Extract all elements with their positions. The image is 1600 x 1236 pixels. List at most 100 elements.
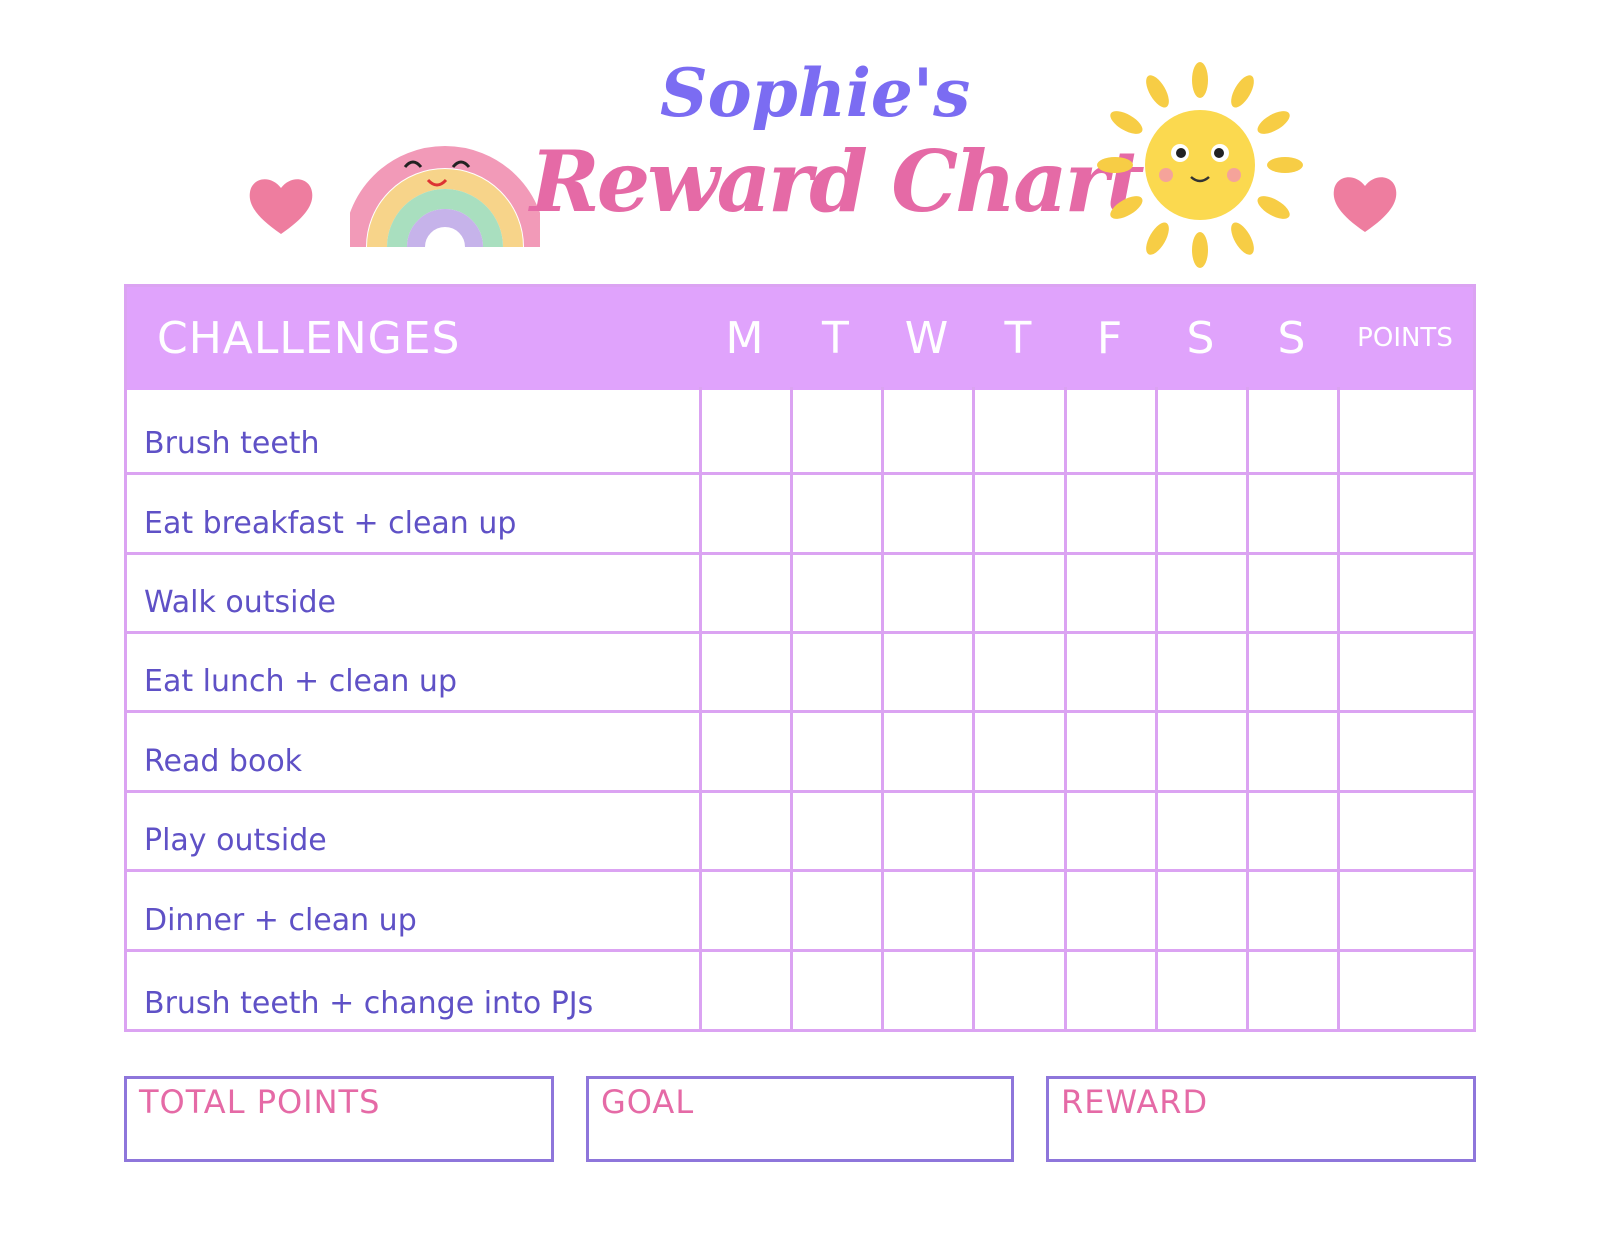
day-checkbox-cell[interactable] xyxy=(1067,872,1155,949)
grid-divider xyxy=(699,387,702,1029)
goal-box[interactable]: GOAL xyxy=(586,1076,1014,1162)
day-checkbox-cell[interactable] xyxy=(1249,387,1337,472)
day-checkbox-cell[interactable] xyxy=(884,475,972,552)
day-checkbox-cell[interactable] xyxy=(1158,475,1246,552)
day-checkbox-cell[interactable] xyxy=(793,387,881,472)
day-checkbox-cell[interactable] xyxy=(1249,872,1337,949)
day-checkbox-cell[interactable] xyxy=(975,634,1064,710)
day-checkbox-cell[interactable] xyxy=(702,555,790,631)
day-checkbox-cell[interactable] xyxy=(1249,713,1337,790)
challenge-label: Walk outside xyxy=(144,585,336,620)
day-checkbox-cell[interactable] xyxy=(793,555,881,631)
day-checkbox-cell[interactable] xyxy=(1249,475,1337,552)
day-checkbox-cell[interactable] xyxy=(793,793,881,869)
day-checkbox-cell[interactable] xyxy=(793,475,881,552)
day-checkbox-cell[interactable] xyxy=(793,634,881,710)
day-checkbox-cell[interactable] xyxy=(1158,387,1246,472)
day-checkbox-cell[interactable] xyxy=(884,793,972,869)
day-checkbox-cell[interactable] xyxy=(702,952,790,1032)
day-checkbox-cell[interactable] xyxy=(702,387,790,472)
day-checkbox-cell[interactable] xyxy=(1067,555,1155,631)
sun-icon xyxy=(1097,62,1303,268)
day-checkbox-cell[interactable] xyxy=(702,475,790,552)
day-checkbox-cell[interactable] xyxy=(1067,793,1155,869)
header-points: POINTS xyxy=(1357,323,1453,353)
day-checkbox-cell[interactable] xyxy=(793,952,881,1032)
day-checkbox-cell[interactable] xyxy=(1249,793,1337,869)
day-checkbox-cell[interactable] xyxy=(975,872,1064,949)
grid-divider xyxy=(1155,387,1158,1029)
header-day: S xyxy=(1277,313,1306,364)
day-checkbox-cell[interactable] xyxy=(1158,952,1246,1032)
day-checkbox-cell[interactable] xyxy=(702,634,790,710)
day-checkbox-cell[interactable] xyxy=(884,555,972,631)
points-cell[interactable] xyxy=(1340,713,1476,790)
day-checkbox-cell[interactable] xyxy=(1067,713,1155,790)
day-checkbox-cell[interactable] xyxy=(793,872,881,949)
points-cell[interactable] xyxy=(1340,555,1476,631)
header-challenges: CHALLENGES xyxy=(157,313,461,364)
challenge-label: Brush teeth xyxy=(144,426,320,461)
table-row: Brush teeth xyxy=(127,387,1473,472)
day-checkbox-cell[interactable] xyxy=(975,555,1064,631)
table-row: Dinner + clean up xyxy=(127,869,1473,949)
day-checkbox-cell[interactable] xyxy=(884,713,972,790)
day-checkbox-cell[interactable] xyxy=(1249,634,1337,710)
day-checkbox-cell[interactable] xyxy=(975,475,1064,552)
day-checkbox-cell[interactable] xyxy=(1158,793,1246,869)
day-checkbox-cell[interactable] xyxy=(1158,713,1246,790)
total-points-label: TOTAL POINTS xyxy=(139,1083,381,1121)
heart-icon xyxy=(1333,177,1397,232)
day-checkbox-cell[interactable] xyxy=(702,872,790,949)
day-checkbox-cell[interactable] xyxy=(1067,952,1155,1032)
day-checkbox-cell[interactable] xyxy=(884,872,972,949)
day-checkbox-cell[interactable] xyxy=(884,634,972,710)
day-checkbox-cell[interactable] xyxy=(975,713,1064,790)
chart-title: Reward Chart xyxy=(530,132,1145,231)
table-row: Play outside xyxy=(127,790,1473,869)
header-day: F xyxy=(1096,313,1123,364)
points-cell[interactable] xyxy=(1340,952,1476,1032)
reward-label: REWARD xyxy=(1061,1083,1209,1121)
chart-owner-name: Sophie's xyxy=(660,54,971,132)
day-checkbox-cell[interactable] xyxy=(1249,952,1337,1032)
grid-divider xyxy=(1064,387,1067,1029)
reward-box[interactable]: REWARD xyxy=(1046,1076,1476,1162)
header-day: S xyxy=(1186,313,1215,364)
table-row: Read book xyxy=(127,710,1473,790)
day-checkbox-cell[interactable] xyxy=(1158,555,1246,631)
points-cell[interactable] xyxy=(1340,475,1476,552)
points-cell[interactable] xyxy=(1340,634,1476,710)
table-row: Eat lunch + clean up xyxy=(127,631,1473,710)
day-checkbox-cell[interactable] xyxy=(702,713,790,790)
challenge-label: Eat lunch + clean up xyxy=(144,664,457,699)
grid-divider xyxy=(1337,387,1340,1029)
challenge-label: Read book xyxy=(144,744,303,779)
table-row: Brush teeth + change into PJs xyxy=(127,949,1473,1032)
header-day: T xyxy=(1004,313,1032,364)
grid-divider xyxy=(972,387,975,1029)
day-checkbox-cell[interactable] xyxy=(793,713,881,790)
table-row: Eat breakfast + clean up xyxy=(127,472,1473,552)
day-checkbox-cell[interactable] xyxy=(884,952,972,1032)
day-checkbox-cell[interactable] xyxy=(975,952,1064,1032)
day-checkbox-cell[interactable] xyxy=(1067,387,1155,472)
day-checkbox-cell[interactable] xyxy=(1067,634,1155,710)
header-day: T xyxy=(822,313,849,364)
day-checkbox-cell[interactable] xyxy=(1249,555,1337,631)
total-points-box[interactable]: TOTAL POINTS xyxy=(124,1076,554,1162)
header-day: W xyxy=(904,313,949,364)
points-cell[interactable] xyxy=(1340,387,1476,472)
day-checkbox-cell[interactable] xyxy=(975,793,1064,869)
rainbow-icon xyxy=(350,146,540,248)
day-checkbox-cell[interactable] xyxy=(702,793,790,869)
points-cell[interactable] xyxy=(1340,793,1476,869)
points-cell[interactable] xyxy=(1340,872,1476,949)
day-checkbox-cell[interactable] xyxy=(975,387,1064,472)
day-checkbox-cell[interactable] xyxy=(1158,872,1246,949)
day-checkbox-cell[interactable] xyxy=(1158,634,1246,710)
day-checkbox-cell[interactable] xyxy=(884,387,972,472)
reward-table: CHALLENGES M T W T F S S POINTS Brush teeth Eat … xyxy=(124,284,1476,1032)
day-checkbox-cell[interactable] xyxy=(1067,475,1155,552)
table-header: CHALLENGES M T W T F S S POINTS xyxy=(127,287,1473,390)
